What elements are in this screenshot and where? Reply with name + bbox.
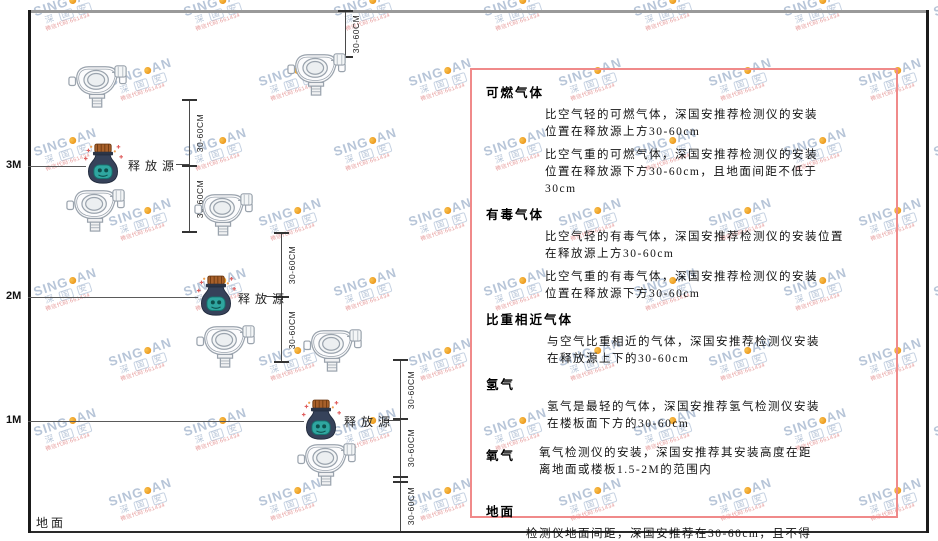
dimension-label: 30-60CM <box>406 428 416 468</box>
release-source-label: 释放源 <box>344 415 396 429</box>
height-level-line <box>28 421 304 422</box>
section-heading: 有毒气体 <box>486 208 545 222</box>
info-panel: 可燃气体 比空气轻的可燃气体，深国安推荐检测仪的安装 位置在释放源上方30-60c… <box>470 68 898 540</box>
dimension-tick <box>274 296 289 298</box>
panel-section: 有毒气体 比空气轻的有毒气体，深国安推荐检测仪的安装位置 在释放源上方30-60c… <box>486 204 882 303</box>
room-wall-right <box>926 10 929 533</box>
panel-section: 氢气氢气是最轻的气体，深国安推荐氢气检测仪安装 在楼板面下方的30-60cm <box>486 374 882 433</box>
panel-section: 氧气 氧气检测仪的安装，深国安推荐其安装高度在距 离地面或楼板1.5-2M的范围内 <box>486 439 882 485</box>
section-heading: 比重相近气体 <box>486 313 574 327</box>
section-heading: 地面 <box>486 505 516 519</box>
dimension-line <box>400 360 401 531</box>
height-level-line <box>28 297 198 298</box>
gas-detector-icon <box>303 329 362 372</box>
section-paragraph: 氧气检测仪的安装，深国安推荐其安装高度在距 离地面或楼板1.5-2M的范围内 <box>539 447 813 476</box>
dimension-tick <box>393 476 408 478</box>
gas-detector-icon <box>297 443 356 486</box>
connector-line <box>384 420 400 421</box>
dimension-tick <box>393 481 408 483</box>
connector-line <box>176 164 190 165</box>
ground-label: 地面 <box>36 516 67 530</box>
section-paragraph: 比空气轻的可燃气体，深国安推荐检测仪的安装 位置在释放源上方30-60cm <box>545 109 818 138</box>
section-paragraph: 氢气是最轻的气体，深国安推荐氢气检测仪安装 在楼板面下方的30-60cm <box>547 401 820 430</box>
dimension-line <box>345 11 346 57</box>
dimension-label: 30-60CM <box>351 14 361 54</box>
dimension-label: 30-60CM <box>287 310 297 350</box>
dimension-tick <box>274 232 289 234</box>
dimension-label: 30-60CM <box>406 370 416 410</box>
floor-line <box>28 531 929 533</box>
dimension-tick <box>182 99 197 101</box>
gas-detector-icon <box>194 193 253 236</box>
section-paragraph: 与空气比重相近的气体，深国安推荐检测仪安装 在释放源上下的30-60cm <box>547 336 820 365</box>
dimension-tick <box>182 231 197 233</box>
panel-section: 比重相近气体与空气比重相近的气体，深国安推荐检测仪安装 在释放源上下的30-60… <box>486 309 882 368</box>
release-source-label: 释放源 <box>128 159 180 173</box>
release-source-label: 释放源 <box>238 292 290 306</box>
dimension-tick <box>393 418 408 420</box>
height-level-line <box>28 166 86 167</box>
dimension-tick <box>393 359 408 361</box>
dimension-tick <box>274 361 289 363</box>
gas-detector-icon <box>66 189 125 232</box>
release-source-icon <box>301 399 341 440</box>
dimension-label: 30-60CM <box>195 113 205 153</box>
release-source-icon <box>196 275 236 316</box>
height-level-label: 3M <box>6 159 22 171</box>
section-paragraph: 比空气重的可燃气体，深国安推荐检测仪的安装 位置在释放源下方30-60cm，且地… <box>545 149 818 195</box>
section-paragraph: 比空气轻的有毒气体，深国安推荐检测仪的安装位置 在释放源上方30-60cm <box>545 231 844 260</box>
dimension-label: 30-60CM <box>287 245 297 285</box>
panel-section: 可燃气体 比空气轻的可燃气体，深国安推荐检测仪的安装 位置在释放源上方30-60c… <box>486 82 882 198</box>
section-heading: 氧气 <box>486 449 516 463</box>
section-paragraph: 检测仪地面间距，深国安推荐在30-60cm，且不得 小于30cm，因为过低容易水… <box>526 528 812 540</box>
dimension-label: 30-60CM <box>406 486 416 526</box>
gas-detector-icon <box>68 65 127 108</box>
ceiling-line <box>28 10 929 13</box>
gas-detector-icon <box>287 53 346 96</box>
height-level-label: 1M <box>6 414 22 426</box>
connector-line <box>266 296 281 297</box>
dimension-tick <box>338 10 353 12</box>
dimension-tick <box>182 165 197 167</box>
room-wall-left <box>28 10 31 533</box>
section-paragraph: 比空气重的有毒气体，深国安推荐检测仪的安装 位置在释放源下方30-60cm <box>545 271 818 300</box>
section-heading: 氢气 <box>486 378 516 392</box>
section-heading: 可燃气体 <box>486 86 545 100</box>
gas-detector-icon <box>196 325 255 368</box>
release-source-icon <box>83 143 123 184</box>
height-level-label: 2M <box>6 290 22 302</box>
